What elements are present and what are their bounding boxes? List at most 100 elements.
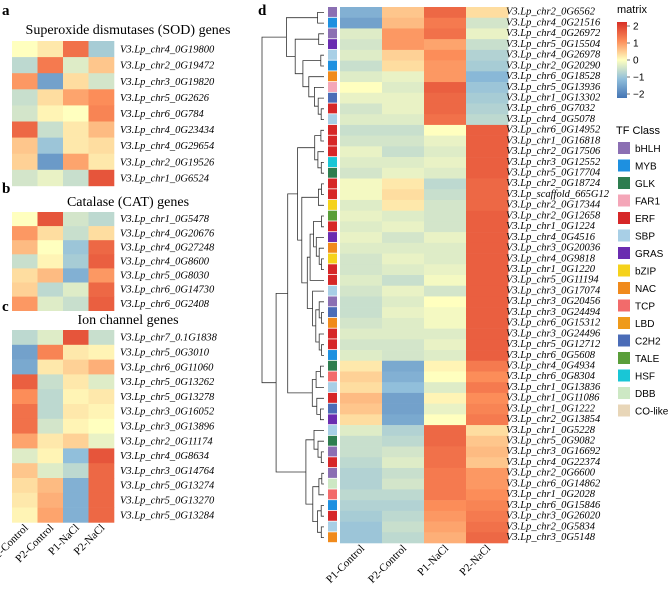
dendrogram-branch [318,333,324,351]
heatmap-cell [37,73,64,90]
heatmap-cell [382,189,425,201]
heatmap-cell [37,41,64,58]
heatmap-cell [340,478,383,490]
dendrogram-branch [313,430,324,450]
legend-color-bar [617,22,627,98]
heatmap-cell [382,7,425,19]
dendrogram-branch [315,371,324,388]
heatmap-cell [340,82,383,94]
heatmap-cell [340,467,383,479]
heatmap-cell [382,350,425,362]
tf-class-cell [328,28,337,39]
heatmap-cell [424,264,467,276]
row-label: V3.Lp_chr6_0G2408 [120,299,210,310]
heatmap-cell [63,57,89,74]
heatmap-cell [340,371,383,383]
heatmap-cell [340,210,383,222]
dendrogram-branch [315,309,320,343]
legend-tick-label: 0 [633,56,639,67]
tf-class-cell [328,382,337,393]
heatmap-cell [37,254,64,269]
row-label: V3.Lp_chr6_0G7032 [506,103,596,114]
heatmap-panel-a: V3.Lp_chr4_0G19800 V3.Lp_chr2_0G19472 V3.L… [12,41,215,187]
legend-swatch [618,212,630,224]
row-label: V3.Lp_chr6_0G11060 [120,362,214,373]
tf-class-cell [328,49,337,60]
heatmap-cell [63,41,89,58]
panel-label-b: b [2,181,10,197]
legend-swatch [618,369,630,382]
heatmap-cell [424,221,467,233]
row-label: V3.Lp_chr2_0G19526 [120,157,215,168]
heatmap-cell [382,510,425,522]
legend-tick-label: 2 [633,22,639,33]
heatmap-cell [63,89,89,106]
heatmap-cell [382,467,425,479]
heatmap-cell [88,282,115,297]
legend-swatch [618,159,630,172]
heatmap-cell [424,157,467,169]
heatmap-cell [340,92,383,104]
dendrogram-branch [320,129,324,142]
heatmap-cell [340,425,383,437]
heatmap-cell [466,467,509,479]
heatmap-cell [466,82,509,94]
heatmap-cell [466,242,509,254]
heatmap-cell [382,532,425,544]
legend-label: TCP [635,302,655,313]
heatmap-cell [382,414,425,426]
heatmap-cell [424,49,467,61]
dendrogram-branch [321,258,324,270]
watermark-text: 知乎 @南京瑞源生物 [480,553,601,569]
heatmap-cell [12,57,38,74]
heatmap-cell [88,57,115,74]
row-label: V3.Lp_chr2_0G11174 [120,436,213,447]
heatmap-cell [382,328,425,340]
dendrogram-branch [320,365,324,378]
heatmap-cell [382,307,425,319]
heatmap-cell [424,178,467,190]
tf-class-cell [328,403,337,414]
heatmap-cell [12,254,38,269]
heatmap-cell [88,389,115,405]
dendrogram-branch [302,60,321,88]
heatmap-cell [340,232,383,244]
heatmap-cell [424,403,467,415]
heatmap-cell [340,350,383,362]
row-label: V3.Lp_chr1_0G5228 [506,425,596,436]
row-label: V3.Lp_chr6_0G5608 [506,350,596,361]
heatmap-cell [12,344,38,360]
heatmap-cell [340,328,383,340]
row-label: V3.Lp_chr3_0G5148 [506,532,596,543]
heatmap-cell [88,359,115,375]
heatmap-cell [12,121,38,138]
heatmap-cell [466,371,509,383]
legend-tick-label: −2 [633,90,645,101]
legend-label: MYB [635,162,657,173]
heatmap-cell [340,178,383,190]
heatmap-cell [340,60,383,72]
dendrogram-branch [314,135,321,161]
dendrogram-branch [297,147,315,241]
tf-class-cell [328,328,337,339]
heatmap-cell [424,500,467,512]
heatmap-cell [12,240,38,255]
dendrogram-branch [321,215,324,228]
tf-class-cell [328,446,337,457]
heatmap-cell [63,463,89,479]
row-label: V3.Lp_chr5_0G13936 [506,82,601,93]
heatmap-cell [382,435,425,447]
dendrogram-branch [320,54,324,67]
row-label: V3.Lp_chr3_0G24494 [506,307,601,318]
row-label: V3.Lp_chr1_0G1220 [506,264,596,275]
heatmap-cell [424,521,467,533]
heatmap-cell [382,82,425,94]
heatmap-cell [340,167,383,179]
row-label: V3.Lp_scaffold_665G12 [506,189,610,200]
dendrogram-branch [318,301,324,319]
row-label: V3.Lp_chr2_0G19472 [120,61,215,72]
heatmap-cell [37,374,64,390]
heatmap-cell [37,57,64,74]
heatmap-cell [340,103,383,115]
heatmap-cell [340,446,383,458]
